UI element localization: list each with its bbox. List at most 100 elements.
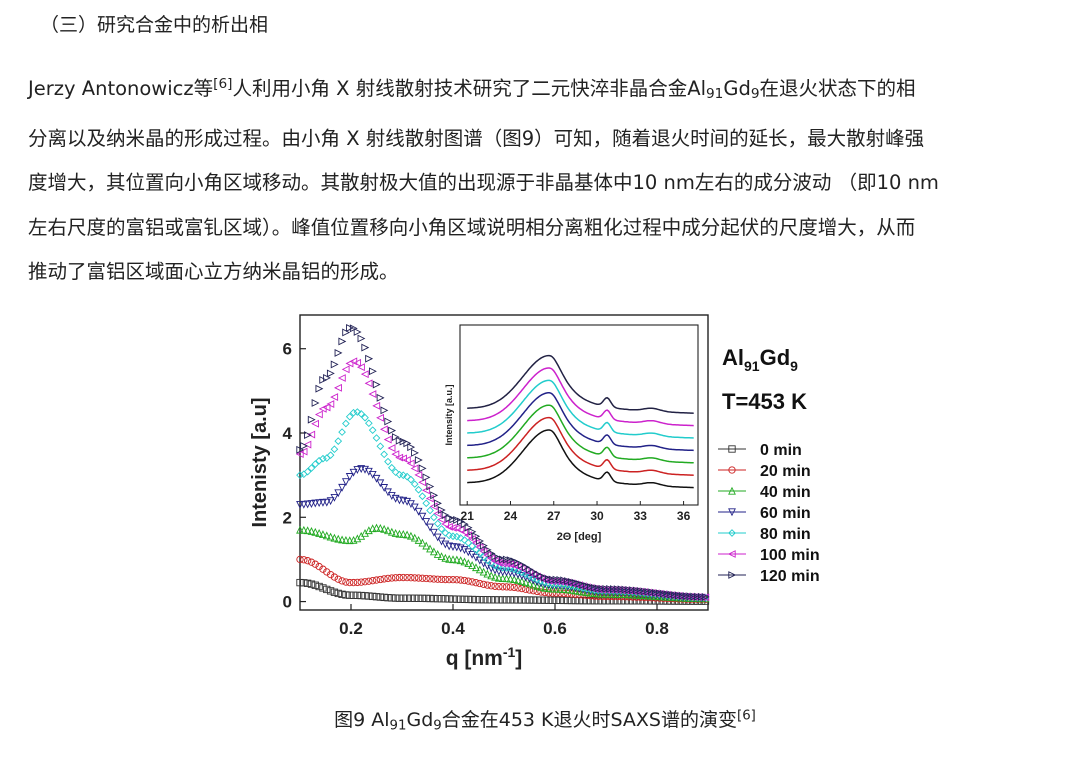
data-point [403, 594, 411, 602]
data-point [338, 483, 347, 492]
data-point [407, 443, 416, 452]
data-point [437, 506, 446, 514]
data-point [315, 384, 324, 393]
data-point [369, 592, 377, 601]
data-point [376, 479, 385, 488]
data-point [548, 575, 557, 584]
data-point [560, 576, 569, 585]
data-point [315, 582, 323, 591]
data-point [433, 509, 442, 518]
data-point [491, 552, 500, 561]
data-point [388, 574, 396, 582]
data-point [567, 596, 576, 605]
legend-label: 40 min [760, 484, 811, 501]
data-point [651, 589, 660, 598]
data-point [406, 531, 415, 540]
data-point [311, 460, 320, 468]
data-point [571, 596, 580, 605]
data-point [697, 592, 706, 601]
data-point [387, 527, 396, 536]
data-point [491, 561, 499, 570]
data-point [323, 568, 331, 576]
data-point [330, 493, 339, 502]
alloy-annotation: Al91Gd9 [722, 345, 798, 374]
data-point [349, 591, 358, 599]
data-point [372, 401, 381, 410]
data-point [403, 497, 412, 506]
data-point [728, 508, 736, 517]
x-tick-label: 0.8 [645, 619, 669, 638]
data-point [357, 409, 366, 418]
data-point [483, 569, 492, 578]
data-point [403, 439, 412, 448]
data-point [533, 596, 541, 604]
inset-x-tick-label: 36 [677, 509, 691, 523]
data-point [426, 506, 434, 515]
data-point [372, 474, 381, 483]
data-point [586, 584, 595, 592]
data-point [506, 574, 515, 583]
data-point [296, 525, 304, 534]
data-point [502, 583, 511, 591]
data-point [430, 513, 438, 522]
inset-x-tick-label: 24 [504, 509, 518, 523]
data-point [472, 545, 480, 554]
data-point [380, 484, 389, 492]
data-point [552, 584, 561, 593]
inset-series-line [467, 354, 694, 414]
data-point [330, 533, 339, 542]
data-point [426, 575, 434, 583]
data-point [346, 324, 354, 332]
data-point [341, 535, 350, 544]
data-point [437, 552, 446, 561]
data-point [479, 580, 488, 588]
data-point [514, 576, 522, 584]
y-tick-label: 2 [283, 508, 292, 527]
data-point [601, 585, 610, 594]
data-point [544, 574, 553, 583]
data-point [399, 437, 408, 446]
data-point [582, 588, 591, 597]
data-point [372, 380, 381, 389]
legend-label: 0 min [760, 442, 802, 459]
data-point [422, 518, 431, 526]
data-point [322, 531, 331, 540]
data-point [555, 577, 564, 586]
data-point [345, 359, 354, 368]
data-point [498, 568, 507, 577]
data-point [368, 390, 377, 399]
data-point [617, 586, 625, 595]
data-point [307, 526, 316, 535]
data-point [529, 567, 538, 576]
data-point [434, 499, 442, 508]
data-point [430, 594, 438, 603]
data-point [422, 486, 430, 495]
data-point [487, 571, 496, 580]
data-point [586, 588, 595, 597]
data-point [330, 445, 339, 454]
data-point [422, 473, 431, 482]
data-point [365, 419, 373, 428]
data-point [655, 589, 664, 598]
data-point [686, 592, 695, 601]
data-point [426, 594, 434, 603]
data-point [625, 585, 634, 594]
data-point [311, 419, 319, 428]
data-point [594, 589, 603, 598]
data-point [487, 596, 495, 604]
data-point [453, 595, 461, 603]
figure-caption: 图9 Al91Gd9合金在453 K退火时SAXS谱的演变[6] [334, 708, 756, 734]
data-point [361, 578, 369, 586]
data-point [353, 534, 362, 543]
data-point [349, 324, 358, 333]
data-point [426, 544, 434, 553]
data-point [311, 581, 319, 589]
data-point [299, 525, 308, 534]
data-point [384, 594, 392, 602]
data-point [491, 582, 499, 590]
data-point [559, 585, 568, 593]
data-point [456, 556, 465, 565]
data-point [326, 587, 335, 595]
data-point [433, 519, 442, 528]
data-point [499, 583, 507, 591]
